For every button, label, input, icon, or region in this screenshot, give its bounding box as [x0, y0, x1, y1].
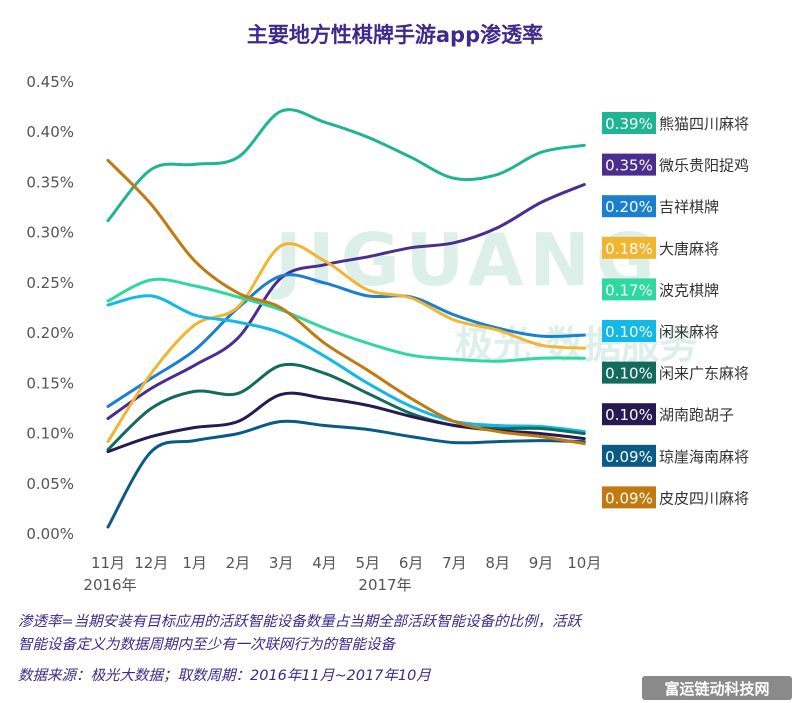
legend-swatch [602, 486, 656, 509]
legend-value: 0.35% [605, 157, 653, 175]
series-line-2 [106, 183, 586, 420]
x-tick-label: 8月 [485, 554, 510, 572]
watermark: JIGUANG 极光·数据服务 [270, 218, 697, 367]
legend-item-5: 0.17% 波克棋牌 [602, 278, 719, 301]
chart-title: 主要地方性棋牌手游app渗透率 [247, 23, 543, 47]
legend-value: 0.17% [605, 281, 653, 299]
legend-item-1: 0.39% 熊猫四川麻将 [602, 112, 749, 134]
legend-value: 0.09% [605, 489, 653, 507]
series-lines [106, 108, 586, 529]
legend: 0.39% 熊猫四川麻将 0.35% 微乐贵阳捉鸡 0.20% 吉祥棋牌 0.18% 大唐麻将… [602, 112, 749, 509]
note-definition-line1: 渗透率=当期安装有目标应用的活跃智能设备数量占当期全部活跃智能设备的比例，活跃 [18, 613, 584, 630]
y-tick-label: 0.40% [26, 123, 74, 141]
series-line-10 [106, 158, 586, 446]
legend-swatch [602, 444, 656, 467]
legend-name: 吉祥棋牌 [659, 198, 719, 216]
year-label-2016: 2016年 [83, 576, 136, 594]
site-badge-bg [642, 676, 792, 700]
series-line-9 [106, 419, 586, 529]
legend-swatch [602, 278, 656, 301]
x-tick-label: 6月 [399, 554, 424, 572]
legend-swatch [602, 195, 656, 218]
x-tick-label: 5月 [356, 554, 381, 572]
legend-swatch [602, 403, 656, 426]
legend-name: 闲来麻将 [659, 323, 719, 341]
legend-item-9: 0.09% 琼崖海南麻将 [602, 444, 749, 467]
y-tick-label: 0.15% [26, 374, 74, 392]
legend-value: 0.39% [605, 115, 653, 133]
legend-item-10: 0.09% 皮皮四川麻将 [602, 486, 749, 509]
legend-swatch [602, 320, 656, 342]
legend-item-8: 0.10% 湖南跑胡子 [602, 403, 734, 426]
site-badge: 富运链动科技网 [642, 676, 792, 700]
x-tick-label: 9月 [529, 554, 554, 572]
legend-name: 闲来广东麻将 [659, 365, 749, 383]
series-line-5 [106, 277, 586, 363]
legend-value: 0.18% [605, 240, 653, 258]
series-line-7 [106, 362, 586, 452]
x-axis: 2016年 2017年 11月 12月 1月 2月 3月 4月 5月 6月 7月 8月 9月 10月 [83, 554, 601, 594]
site-badge-text: 富运链动科技网 [664, 680, 769, 698]
legend-name: 熊猫四川麻将 [659, 115, 749, 133]
legend-name: 微乐贵阳捉鸡 [659, 157, 749, 175]
x-tick-label: 12月 [134, 554, 168, 572]
legend-value: 0.10% [605, 323, 653, 341]
note-definition-line2: 智能设备定义为数据周期内至少有一次联网行为的智能设备 [18, 636, 396, 653]
legend-swatch [602, 112, 656, 134]
x-tick-label: 2月 [226, 554, 251, 572]
y-tick-label: 0.35% [26, 173, 74, 191]
legend-name: 湖南跑胡子 [659, 406, 734, 424]
x-tick-label: 11月 [91, 554, 125, 572]
legend-swatch [602, 153, 656, 176]
legend-name: 大唐麻将 [659, 240, 719, 258]
y-tick-label: 0.05% [26, 475, 74, 493]
note-source: 数据来源：极光大数据；取数周期：2016年11月~2017年10月 [18, 667, 431, 684]
legend-name: 琼崖海南麻将 [659, 448, 749, 466]
watermark-brand: JIGUANG [270, 218, 661, 302]
y-tick-label: 0.25% [26, 274, 74, 292]
y-tick-label: 0.20% [26, 324, 74, 342]
legend-value: 0.09% [605, 448, 653, 466]
legend-value: 0.10% [605, 365, 653, 383]
legend-item-2: 0.35% 微乐贵阳捉鸡 [602, 153, 749, 176]
legend-value: 0.10% [605, 406, 653, 424]
legend-item-3: 0.20% 吉祥棋牌 [602, 195, 719, 218]
footnotes: 渗透率=当期安装有目标应用的活跃智能设备数量占当期全部活跃智能设备的比例，活跃 … [18, 613, 584, 684]
legend-item-4: 0.18% 大唐麻将 [602, 236, 719, 259]
y-tick-label: 0.00% [26, 525, 74, 543]
x-tick-label: 4月 [312, 554, 337, 572]
series-line-4 [106, 242, 586, 444]
legend-value: 0.20% [605, 198, 653, 216]
legend-item-7: 0.10% 闲来广东麻将 [602, 361, 749, 384]
y-tick-label: 0.30% [26, 224, 74, 242]
series-line-1 [106, 108, 586, 223]
x-tick-label: 3月 [269, 554, 294, 572]
series-line-3 [106, 273, 586, 408]
legend-item-6: 0.10% 闲来麻将 [602, 320, 719, 342]
y-tick-label: 0.45% [26, 73, 74, 91]
series-line-6 [106, 294, 586, 433]
legend-name: 波克棋牌 [659, 281, 719, 299]
x-tick-label: 7月 [442, 554, 467, 572]
legend-swatch [602, 236, 656, 259]
y-axis: 0.45% 0.40% 0.35% 0.30% 0.25% 0.20% 0.15% 0.10%… [26, 73, 74, 543]
x-tick-label: 10月 [567, 554, 601, 572]
x-tick-label: 1月 [182, 554, 207, 572]
y-tick-label: 0.10% [26, 425, 74, 443]
year-label-2017: 2017年 [358, 576, 411, 594]
legend-swatch [602, 361, 656, 384]
legend-name: 皮皮四川麻将 [659, 489, 749, 507]
